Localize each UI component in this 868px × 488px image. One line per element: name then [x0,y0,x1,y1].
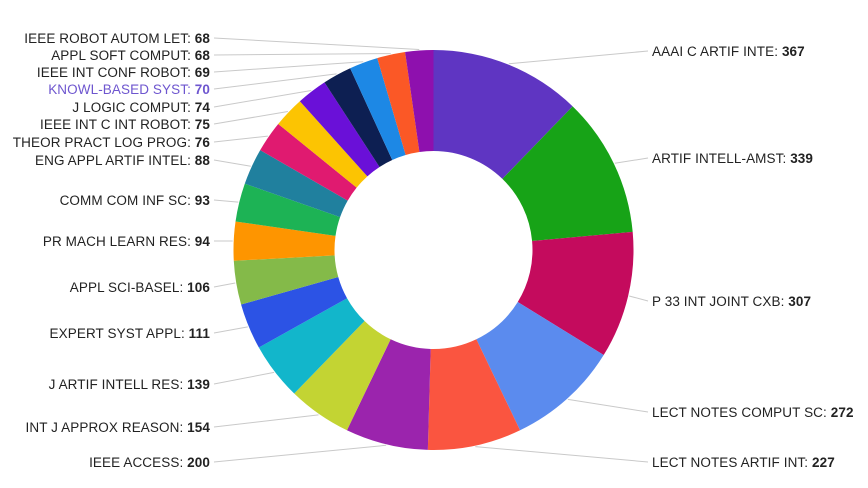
donut-slice-expert-syst-appl[interactable] [241,277,348,348]
donut-slice-ieee-access[interactable] [346,339,431,450]
leader-line-ieee-robot-autom-let [213,37,420,50]
leader-line-lect-notes-artif-int [475,446,649,463]
donut-slice-int-j-approx-reason[interactable] [294,321,391,431]
donut-slice-lect-notes-artif-int[interactable] [427,339,521,451]
donut-slice-artif-intell-amst[interactable] [502,106,633,242]
donut-slice-pr-mach-learn-res[interactable] [233,221,336,261]
leader-line-appl-soft-comput [213,53,391,56]
donut-slice-knowl-based-syst[interactable] [324,68,393,167]
donut-slice-ieee-int-conf-robot[interactable] [350,58,406,160]
leader-line-j-artif-intell-res [213,371,275,385]
leader-line-expert-syst-appl [213,326,248,334]
leader-lines [213,37,649,463]
donut-slice-ieee-int-c-int-robot[interactable] [278,101,368,188]
leader-line-int-j-approx-reason [213,414,319,428]
donut-slice-comm-com-inf-sc[interactable] [235,183,341,236]
donut-slice-theor-pract-log-prog[interactable] [260,123,357,201]
leader-line-lect-notes-comput-sc [567,398,649,413]
leader-line-appl-sci-basel [213,282,236,288]
donut-slice-j-artif-intell-res[interactable] [258,298,365,394]
leader-line-ieee-int-c-int-robot [213,111,288,125]
donut-slice-appl-soft-comput[interactable] [377,52,420,155]
leader-line-p-33-int-joint-cxb [629,295,649,302]
donut-slice-aaai-c-artif-inte[interactable] [433,50,573,179]
donut-slice-lect-notes-comput-sc[interactable] [476,301,604,431]
leader-line-artif-intell-amst [614,157,649,164]
leader-line-ieee-access [213,444,387,463]
leader-line-j-logic-comput [213,90,312,108]
donut-slices [233,50,634,451]
leader-line-theor-pract-log-prog [213,135,268,143]
leader-line-aaai-c-artif-inte [508,50,649,65]
donut-slice-ieee-robot-autom-let[interactable] [405,50,434,152]
donut-slice-appl-sci-basel[interactable] [233,255,339,305]
donut-slice-eng-appl-artif-intel[interactable] [244,150,348,218]
leader-line-eng-appl-artif-intel [213,159,251,167]
donut-slice-j-logic-comput[interactable] [299,82,380,177]
leader-line-ieee-int-conf-robot [213,61,364,73]
leader-line-knowl-based-syst [213,73,337,90]
donut-slice-p-33-int-joint-cxb[interactable] [517,231,634,356]
leader-line-comm-com-inf-sc [213,199,239,203]
